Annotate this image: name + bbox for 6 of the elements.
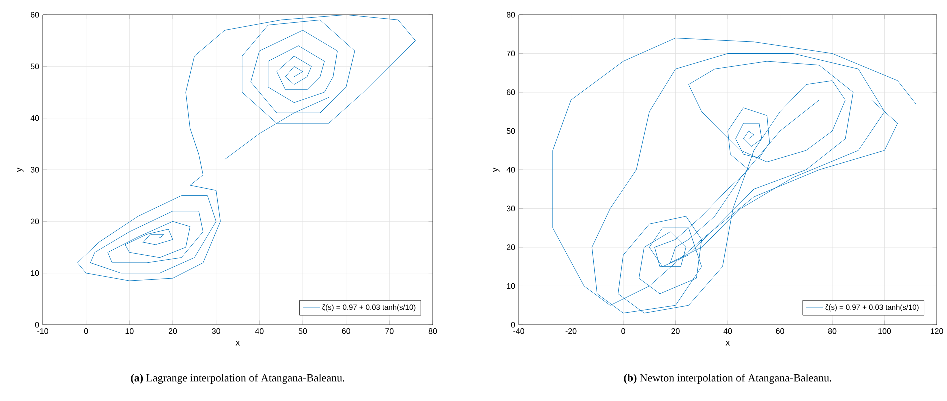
y-axis-title: y bbox=[493, 168, 500, 172]
text: (b) Newton interpolation of Atangana-Baleanu. bbox=[624, 374, 832, 384]
x-axis-title: x bbox=[236, 341, 240, 346]
y-axis-title: y bbox=[17, 168, 24, 172]
text: (a) Lagrange interpolation of Atangana-Baleanu. bbox=[131, 374, 345, 384]
x-axis-title: x bbox=[726, 341, 730, 346]
